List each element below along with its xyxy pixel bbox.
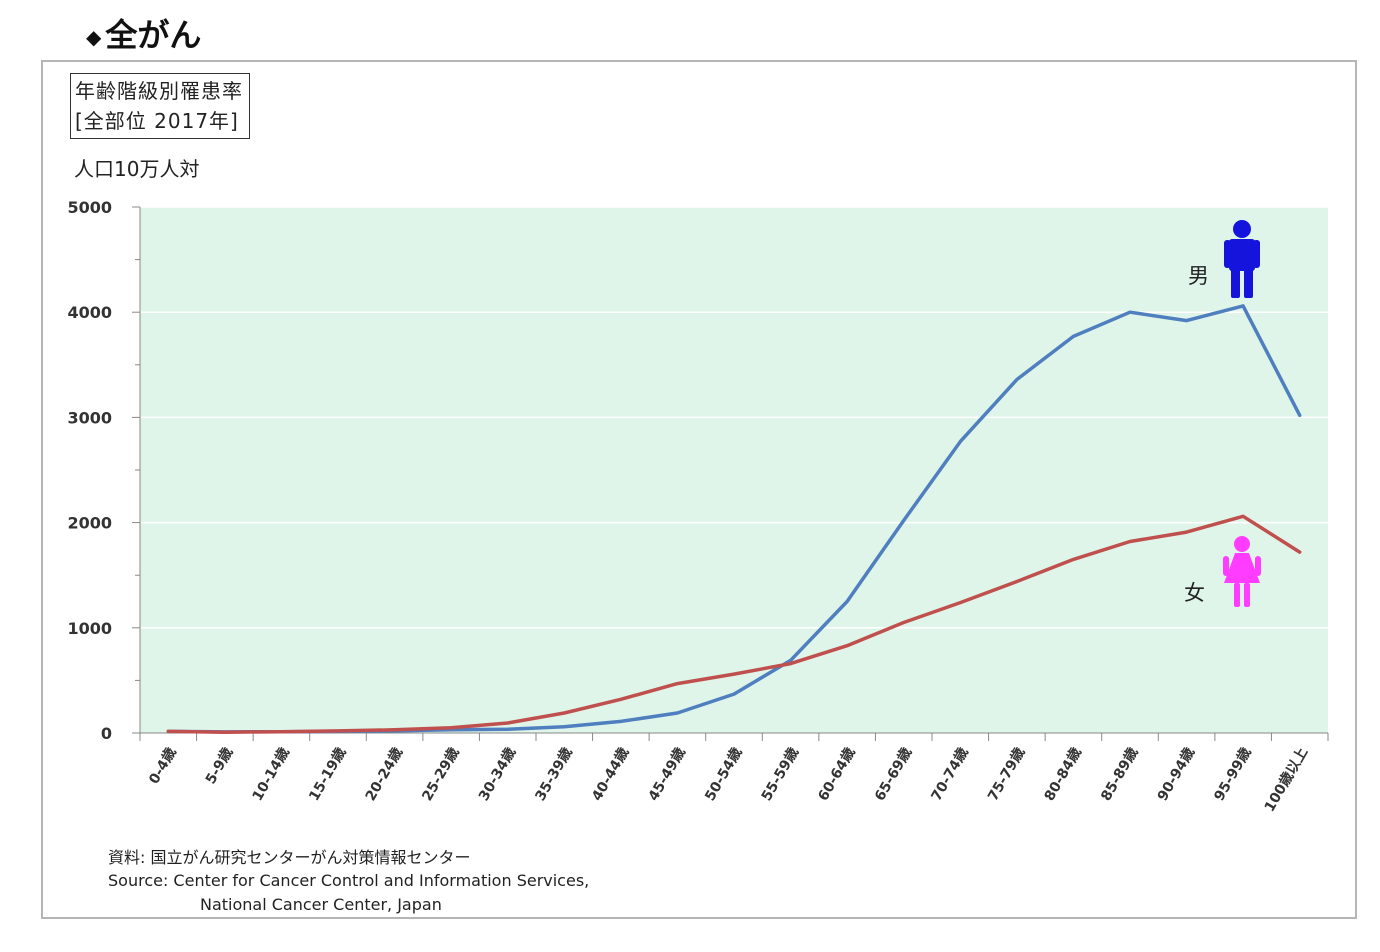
x-tick-label: 95-99歳 (1210, 745, 1254, 804)
x-tick-label: 80-84歳 (1041, 745, 1085, 804)
source-line-en2: National Cancer Center, Japan (200, 895, 442, 914)
series-label-male: 男 (1188, 264, 1209, 288)
x-tick-label: 35-39歳 (532, 745, 576, 804)
male-figure-icon (1224, 220, 1260, 298)
x-tick-label: 70-74歳 (928, 744, 972, 803)
x-tick-label: 100歳以上 (1261, 745, 1311, 815)
x-tick-label: 55-59歳 (758, 745, 802, 804)
x-tick-label: 5-9歳 (202, 745, 236, 788)
female-figure-icon (1223, 536, 1261, 607)
y-tick-labels: 0 1000 2000 3000 4000 5000 (67, 198, 112, 743)
plot-area (140, 207, 1328, 733)
x-tick-label: 10-14歳 (249, 745, 293, 804)
page-heading: ◆ 全がん (86, 10, 201, 56)
x-tick-label: 15-19歳 (305, 745, 349, 804)
x-tick-label: 75-79歳 (984, 745, 1028, 804)
x-tick-label: 50-54歳 (701, 745, 745, 804)
y-tick-label: 3000 (67, 408, 112, 427)
heading-text: 全がん (105, 16, 202, 54)
source-line-jp: 資料: 国立がん研究センターがん対策情報センター (108, 848, 471, 867)
y-axis-unit-label: 人口10万人対 (74, 157, 200, 181)
y-tick-label: 2000 (67, 514, 112, 533)
x-tick-label: 0-4歳 (145, 745, 179, 788)
series-lines (166, 304, 1302, 734)
series-line-female (166, 514, 1302, 734)
chart-title-box: 年齢階級別罹患率 [全部位 2017年] (70, 73, 250, 139)
chart-title-line1: 年齢階級別罹患率 (75, 79, 243, 103)
x-tick-label: 65-69歳 (871, 745, 915, 804)
y-tick-label: 1000 (67, 619, 112, 638)
x-tick-label: 40-44歳 (588, 745, 632, 804)
y-tick-label: 0 (101, 724, 112, 743)
x-tick-label: 30-34歳 (475, 745, 519, 804)
x-tick-label: 25-29歳 (418, 745, 462, 804)
y-tick-label: 5000 (67, 198, 112, 217)
y-tick-label: 4000 (67, 303, 112, 322)
x-tick-label: 85-89歳 (1097, 745, 1141, 804)
x-tick-label: 60-64歳 (814, 745, 858, 804)
series-label-female: 女 (1184, 581, 1205, 605)
x-tick-label: 90-94歳 (1154, 745, 1198, 804)
chart-title-line2: [全部位 2017年] (75, 109, 239, 133)
x-tick-label: 20-24歳 (362, 745, 406, 804)
diamond-bullet-icon: ◆ (86, 25, 102, 49)
x-tick-label: 45-49歳 (645, 745, 689, 804)
source-line-en1: Source: Center for Cancer Control and In… (108, 871, 590, 890)
x-tick-labels: 0-4歳 5-9歳 10-14歳 15-19歳 20-24歳 25-29歳 30-34歳 35… (145, 744, 1311, 814)
